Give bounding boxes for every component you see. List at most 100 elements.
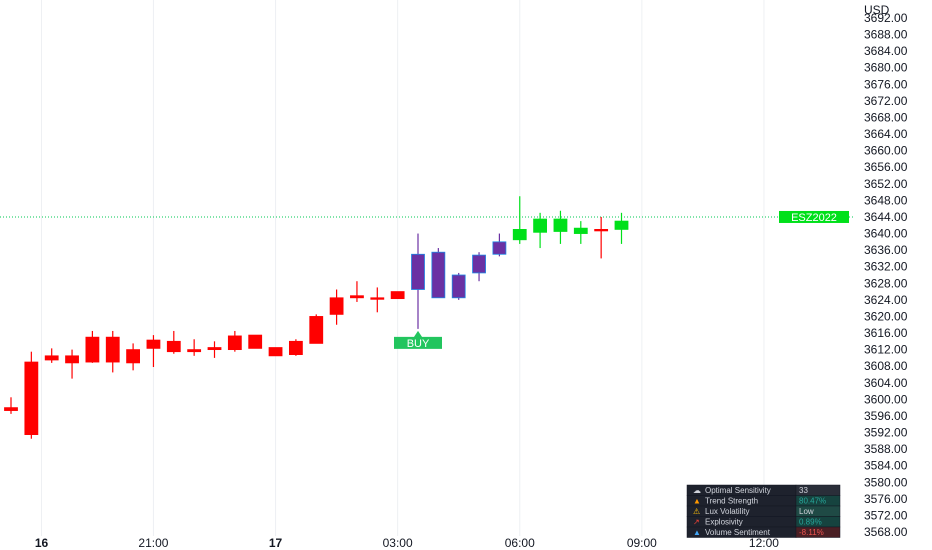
- indicator-row-label: Trend Strength: [705, 497, 758, 506]
- candle: [4, 397, 18, 414]
- candle-body: [492, 241, 507, 255]
- price-tick-label: 3616.00: [864, 326, 908, 340]
- warning-icon: ⚠: [693, 507, 700, 516]
- candle-body: [4, 407, 18, 411]
- candle-body: [288, 340, 303, 355]
- candle-body: [248, 334, 263, 349]
- candle: [533, 212, 547, 249]
- candle: [105, 330, 120, 373]
- indicator-row-label: Volume Sentiment: [705, 528, 771, 537]
- candle-body: [329, 297, 344, 315]
- price-tick-label: 3648.00: [864, 193, 908, 207]
- candle-body: [146, 339, 161, 349]
- price-tick-label: 3656.00: [864, 160, 908, 174]
- candle: [431, 248, 446, 299]
- candle: [85, 330, 100, 363]
- time-tick-label: 03:00: [383, 536, 413, 550]
- candle: [166, 330, 181, 354]
- candle-body: [411, 253, 425, 290]
- candle: [573, 221, 588, 244]
- price-tick-label: 3584.00: [864, 459, 908, 473]
- candlestick-series: [4, 196, 629, 439]
- time-tick-label: 21:00: [138, 536, 168, 550]
- buy-signal-label: BUY: [407, 338, 430, 350]
- candle: [492, 233, 507, 257]
- indicator-panel: ☁ Optimal Sensitivity 33 ▲ Trend Strength 80.…: [686, 484, 841, 538]
- candle-body: [350, 295, 364, 299]
- price-tick-label: 3612.00: [864, 343, 908, 357]
- candle: [451, 272, 466, 300]
- buy-signal[interactable]: BUY: [394, 330, 442, 350]
- rocket-icon: ↗: [693, 518, 700, 527]
- candle: [248, 334, 263, 349]
- price-tick-label: 3684.00: [864, 44, 908, 58]
- candle-body: [472, 254, 486, 274]
- price-tick-label: 3604.00: [864, 376, 908, 390]
- price-tick-label: 3608.00: [864, 359, 908, 373]
- price-tick-label: 3600.00: [864, 392, 908, 406]
- candle-body: [512, 229, 527, 241]
- candle: [370, 287, 385, 313]
- candle-body: [370, 297, 385, 300]
- cloud-icon: ☁: [693, 486, 701, 495]
- candle: [472, 252, 486, 282]
- candle-body: [573, 227, 588, 234]
- candle: [227, 330, 242, 352]
- time-tick-label: 06:00: [505, 536, 535, 550]
- candle: [24, 351, 39, 439]
- price-axis[interactable]: 3692.00 3688.00 3684.00 3680.00 3676.00 3672.…: [864, 11, 908, 539]
- price-tick-label: 3596.00: [864, 409, 908, 423]
- indicator-row-value: 80.47%: [799, 497, 826, 506]
- candle: [44, 348, 59, 363]
- candle-body: [309, 316, 324, 344]
- candle-body: [553, 218, 568, 232]
- candle-body: [207, 347, 222, 351]
- time-tick-label: 16: [35, 536, 49, 550]
- candle-body: [44, 355, 59, 361]
- candle: [329, 289, 344, 325]
- candle-body: [126, 349, 140, 364]
- price-axis-currency: USD: [864, 3, 890, 17]
- candle: [126, 343, 140, 371]
- candle-body: [390, 291, 405, 300]
- candle-body: [533, 218, 547, 233]
- candle: [350, 281, 364, 302]
- price-tick-label: 3668.00: [864, 110, 908, 124]
- indicator-row-value: Low: [799, 507, 814, 516]
- flame-icon: ▲: [693, 497, 701, 506]
- indicator-row-label: Explosivity: [705, 518, 743, 527]
- indicator-row-value: -8.11%: [799, 528, 824, 537]
- price-tick-label: 3680.00: [864, 61, 908, 75]
- price-tick-label: 3572.00: [864, 508, 908, 522]
- price-tick-label: 3692.00: [864, 11, 908, 25]
- candle: [288, 339, 303, 356]
- price-tick-label: 3660.00: [864, 144, 908, 158]
- symbol-price-tag: ESZ2022: [779, 210, 849, 224]
- indicator-row-label: Optimal Sensitivity: [705, 486, 771, 495]
- price-tick-label: 3664.00: [864, 127, 908, 141]
- candle: [65, 349, 79, 379]
- price-tick-label: 3568.00: [864, 525, 908, 539]
- indicator-row-value: 33: [799, 486, 808, 495]
- price-tick-label: 3592.00: [864, 426, 908, 440]
- candle: [207, 341, 222, 358]
- candle-body: [187, 349, 202, 353]
- candle: [187, 339, 202, 356]
- time-axis[interactable]: 16 21:00 17 03:00 06:00 09:00 12:00: [35, 536, 779, 550]
- price-tick-label: 3688.00: [864, 28, 908, 42]
- indicator-row-value-cell: [795, 526, 841, 538]
- time-tick-label: 17: [269, 536, 283, 550]
- candle: [614, 212, 629, 244]
- price-tick-label: 3636.00: [864, 243, 908, 257]
- candle-body: [227, 335, 242, 351]
- symbol-price-tag-label: ESZ2022: [791, 212, 837, 224]
- candle: [512, 196, 527, 244]
- price-tick-label: 3620.00: [864, 309, 908, 323]
- price-tick-label: 3676.00: [864, 77, 908, 91]
- indicator-row-value: 0.89%: [799, 518, 822, 527]
- indicator-row-label: Lux Volatility: [705, 507, 749, 516]
- price-tick-label: 3644.00: [864, 210, 908, 224]
- candle: [146, 335, 161, 368]
- price-tick-label: 3632.00: [864, 260, 908, 274]
